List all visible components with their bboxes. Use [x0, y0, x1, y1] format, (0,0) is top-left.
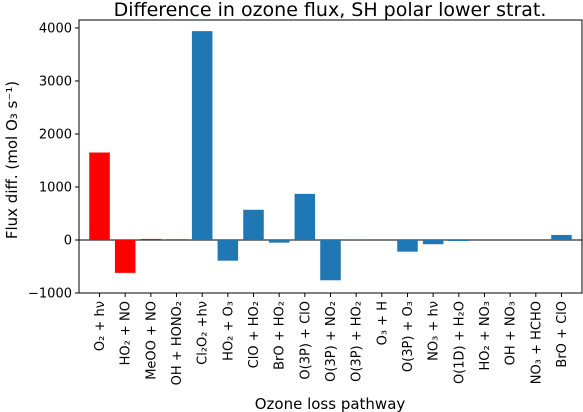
bar: [217, 239, 239, 261]
y-tick-label: −1000: [28, 287, 72, 302]
x-tick-label: NO₃ + HCHO: [529, 301, 544, 384]
x-tick-label: Cl₂O₂ +hν: [196, 301, 211, 365]
bar: [422, 239, 444, 245]
y-tick-label: 4000: [39, 21, 72, 36]
x-axis-label: Ozone loss pathway: [255, 395, 406, 412]
plot-frame: [78, 19, 583, 294]
bar: [140, 238, 162, 240]
bar: [345, 239, 367, 240]
x-tick-label: BrO + ClO: [555, 301, 570, 368]
bar: [191, 31, 213, 240]
y-tick-label: 2000: [39, 127, 72, 142]
bar: [294, 193, 316, 240]
x-tick-label: O(3P) + HO₂: [350, 301, 365, 382]
x-tick-label: HO₂ + NO₃: [478, 301, 493, 371]
bar: [448, 239, 470, 242]
y-tick-label: 1000: [39, 180, 72, 195]
x-tick-label: OH + HONO₂: [170, 301, 185, 385]
x-tick-label: O₃ + H: [375, 301, 390, 345]
bar: [397, 239, 418, 252]
x-tick-label: O(1D) + H₂O: [452, 301, 467, 384]
x-tick-label: BrO + HO₂: [273, 301, 288, 370]
x-tick-label: O₂ + hν: [93, 301, 108, 351]
chart-title: Difference in ozone flux, SH polar lower…: [114, 0, 547, 21]
y-tick-label: 3000: [39, 74, 72, 89]
bar: [551, 234, 572, 240]
x-tick-label: NO₃ + hν: [427, 301, 442, 361]
x-tick-label: OH + NO₃: [504, 301, 519, 365]
bar: [89, 152, 110, 240]
bar: [166, 239, 187, 240]
x-tick-label: O(3P) + ClO: [298, 301, 313, 380]
plot-area: −1000 0 1000 2000 3000 4000 O₂ + hν HO₂ + NO MeO…: [28, 21, 582, 385]
x-tick-label: O(3P) + NO₂: [324, 301, 339, 382]
x-tick-label: ClO + HO₂: [247, 301, 262, 368]
y-axis-label: Flux diff. (mol O₃ s⁻¹): [3, 81, 21, 239]
x-tick-label: O(3P) + O₃: [401, 301, 416, 372]
bar: [243, 209, 264, 240]
x-tick-label: MeOO + NO: [144, 301, 159, 380]
x-tick-label: HO₂ + O₃: [221, 301, 236, 361]
bar: [268, 239, 290, 243]
x-tick-label: HO₂ + NO: [119, 301, 134, 365]
bar: [114, 239, 136, 273]
y-tick-label: 0: [64, 233, 72, 248]
bar: [320, 239, 341, 281]
